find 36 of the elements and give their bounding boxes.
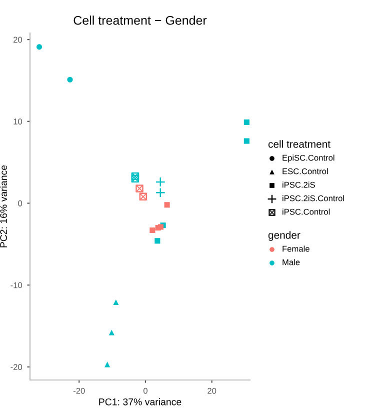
point: [131, 174, 140, 183]
point: [155, 188, 166, 198]
point: [158, 224, 164, 230]
y-tick-label: 10: [14, 118, 22, 124]
text: Male: [282, 259, 300, 266]
text: EpiSC.Control: [282, 154, 334, 162]
x-tick-label: -20: [73, 388, 85, 394]
point: [131, 172, 140, 180]
point: [164, 202, 170, 208]
x-tick-label: 20: [208, 388, 216, 394]
point: [155, 176, 166, 187]
point: [244, 119, 250, 125]
x-axis-title: PC1: 37% variance: [99, 398, 182, 406]
text: gender: [268, 231, 300, 241]
point: [154, 238, 160, 244]
point: [244, 138, 250, 144]
point: [67, 76, 73, 82]
y-tick-label: -20: [10, 364, 22, 370]
point: [36, 44, 42, 50]
point: [150, 227, 156, 234]
text: iPSC.Control: [282, 208, 330, 215]
point: [139, 192, 148, 201]
point: [113, 299, 119, 306]
y-tick-label: -10: [10, 282, 22, 288]
text: iPSC.2iS: [282, 182, 315, 188]
point: [108, 330, 114, 336]
text: cell treatment: [268, 140, 330, 148]
text: iPSC.2iS.Control: [282, 195, 344, 202]
y-tick-label: 20: [14, 36, 22, 43]
text: ESC.Control: [282, 168, 328, 174]
point: [136, 184, 144, 192]
x-tick-label: 0: [143, 388, 148, 394]
chart-title: Cell treatment − Gender: [74, 16, 207, 25]
y-axis-title: PC2: 16% variance: [0, 165, 8, 248]
y-tick-label: 0: [18, 200, 22, 206]
text: Female: [282, 246, 310, 252]
